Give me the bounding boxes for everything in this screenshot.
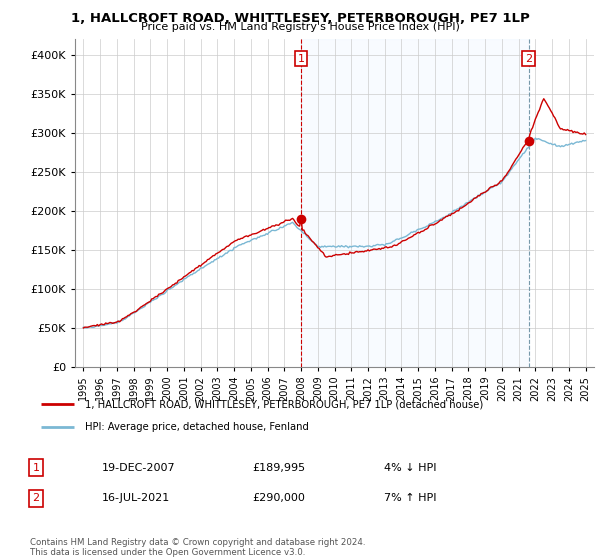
Text: £290,000: £290,000 [252, 493, 305, 503]
Text: 1, HALLCROFT ROAD, WHITTLESEY, PETERBOROUGH, PE7 1LP: 1, HALLCROFT ROAD, WHITTLESEY, PETERBORO… [71, 12, 529, 25]
Text: 1: 1 [298, 54, 305, 64]
Text: 19-DEC-2007: 19-DEC-2007 [102, 463, 176, 473]
Text: 1: 1 [32, 463, 40, 473]
Text: 2: 2 [525, 54, 532, 64]
Text: 4% ↓ HPI: 4% ↓ HPI [384, 463, 437, 473]
Text: Contains HM Land Registry data © Crown copyright and database right 2024.
This d: Contains HM Land Registry data © Crown c… [30, 538, 365, 557]
Text: 2: 2 [32, 493, 40, 503]
Text: Price paid vs. HM Land Registry's House Price Index (HPI): Price paid vs. HM Land Registry's House … [140, 22, 460, 32]
Text: HPI: Average price, detached house, Fenland: HPI: Average price, detached house, Fenl… [85, 422, 309, 432]
Text: 1, HALLCROFT ROAD, WHITTLESEY, PETERBOROUGH, PE7 1LP (detached house): 1, HALLCROFT ROAD, WHITTLESEY, PETERBORO… [85, 399, 484, 409]
Bar [301, 39, 529, 367]
Text: 16-JUL-2021: 16-JUL-2021 [102, 493, 170, 503]
Text: £189,995: £189,995 [252, 463, 305, 473]
Text: 7% ↑ HPI: 7% ↑ HPI [384, 493, 437, 503]
